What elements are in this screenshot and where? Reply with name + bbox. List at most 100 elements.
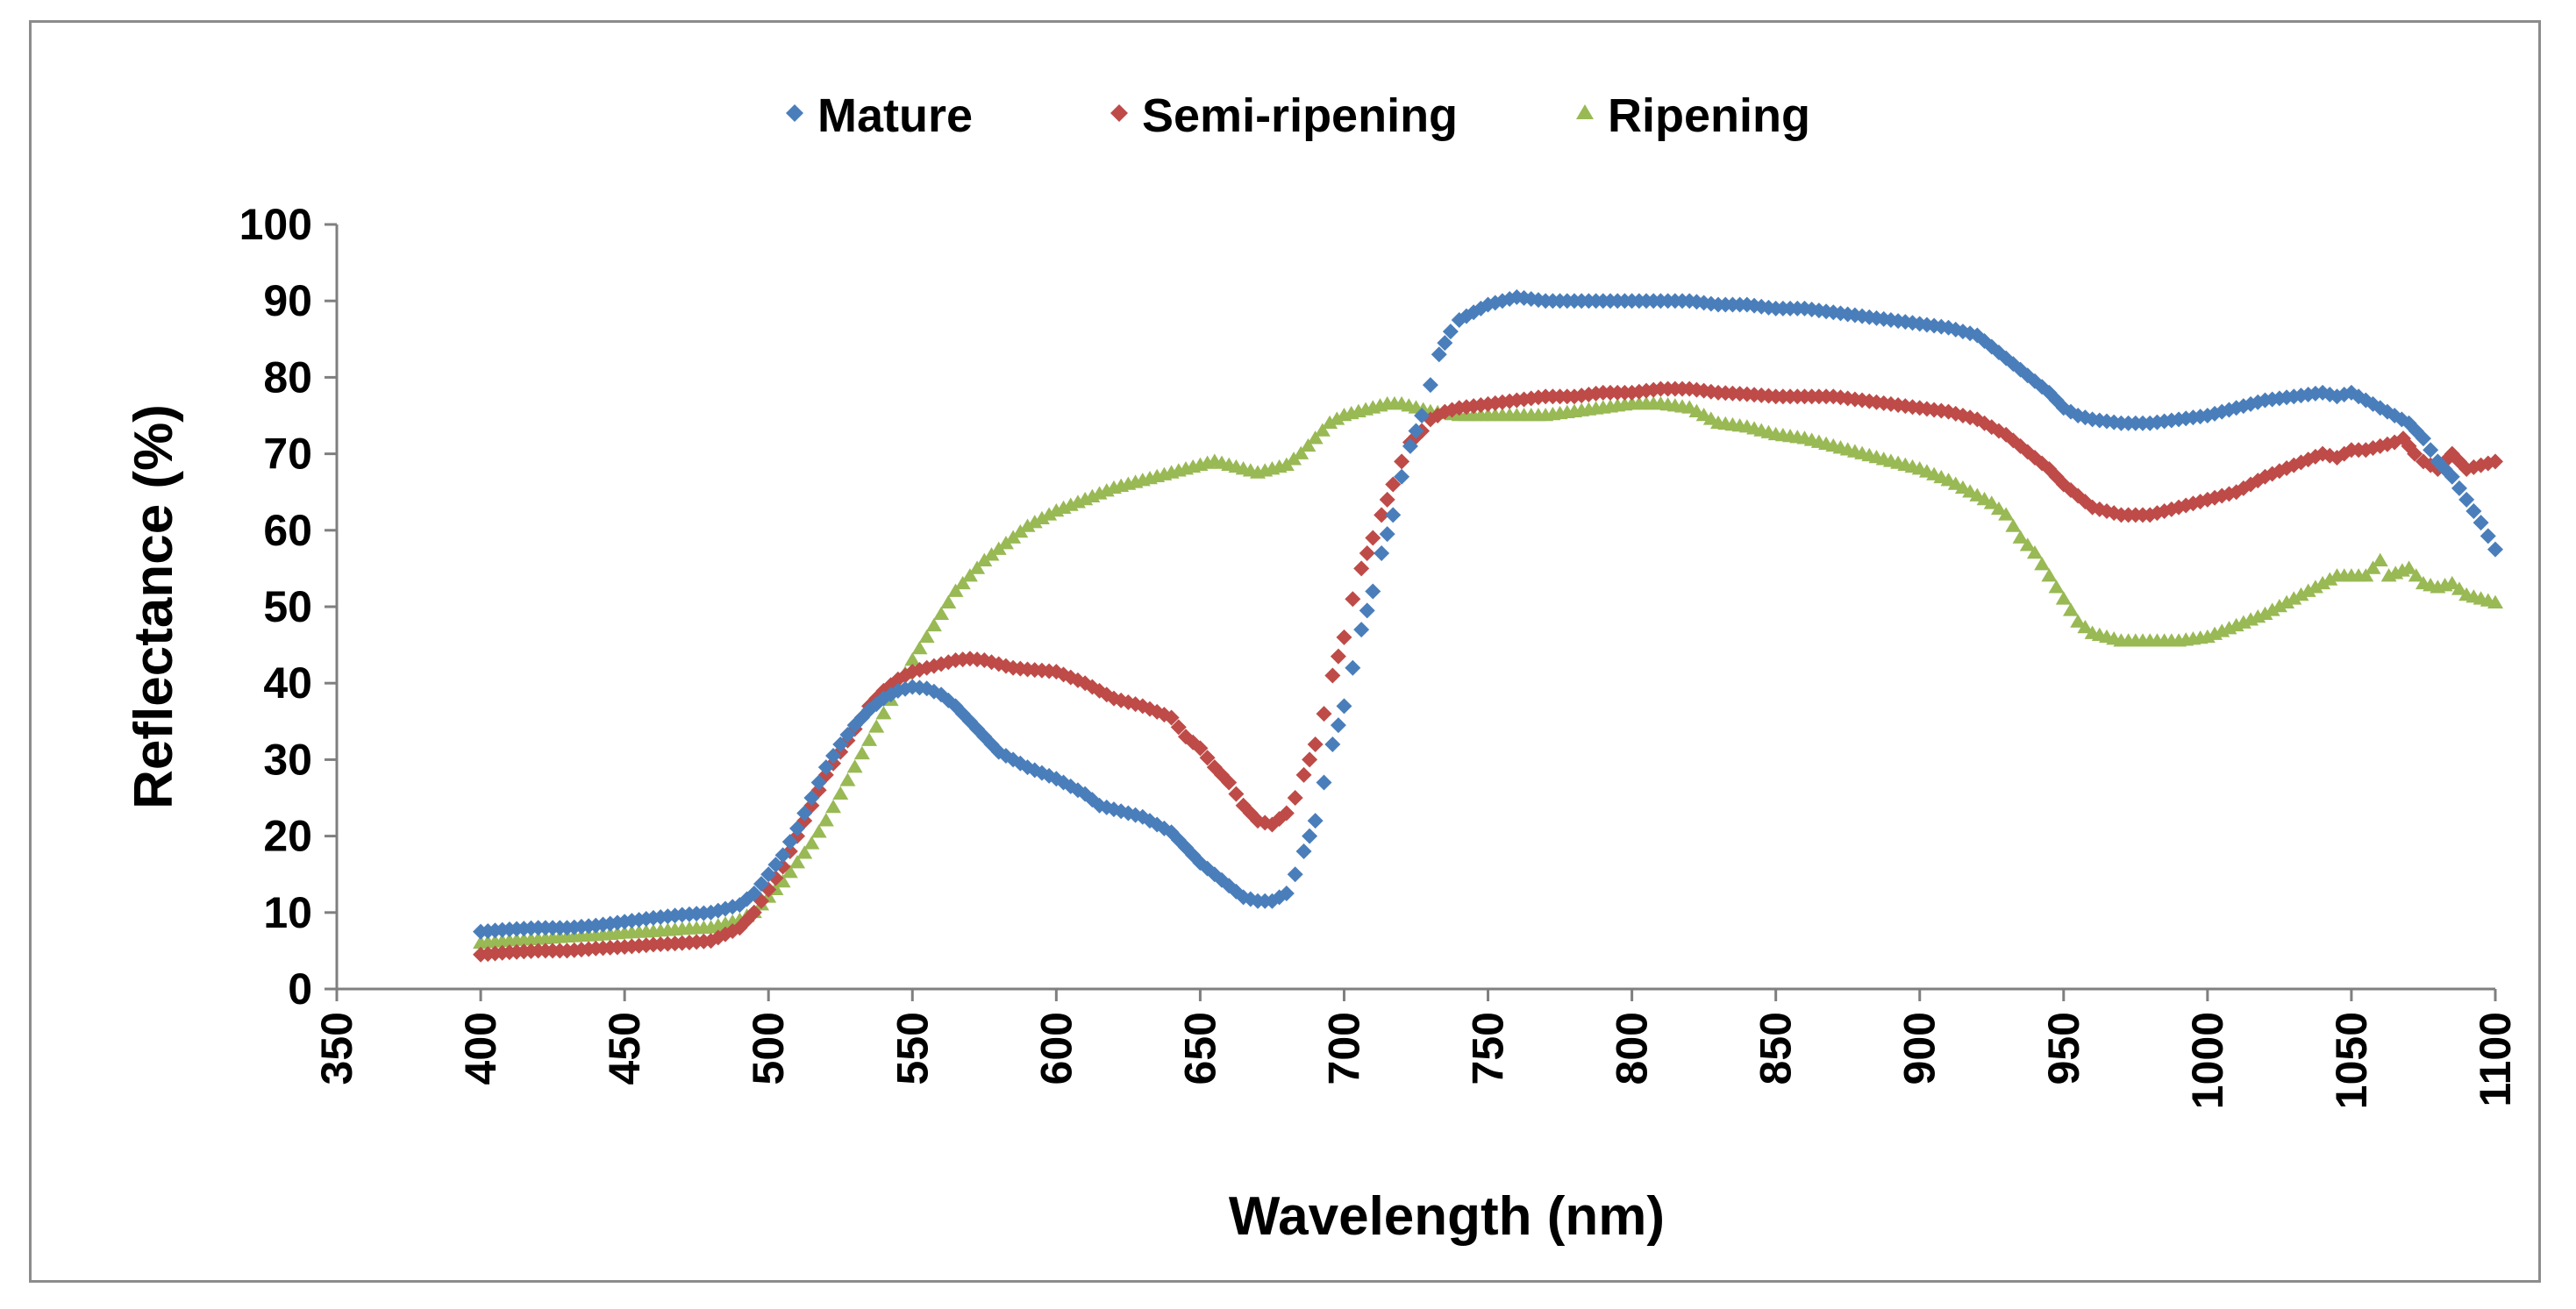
y-tick-label: 10 [263,888,312,937]
data-point [2401,560,2417,574]
data-point [2070,614,2087,628]
data-point [1818,303,1835,320]
legend: Mature Semi-ripening Ripening [786,89,1810,142]
data-point [1287,790,1303,806]
data-point [617,914,633,930]
data-point [2264,602,2280,616]
data-point [774,873,791,888]
data-point [2293,587,2309,601]
data-point [1192,740,1209,757]
data-point [2019,444,2036,460]
x-tick-label: 750 [1464,1012,1513,1085]
data-point [1990,501,2007,516]
data-point [781,834,798,850]
data-point [1336,629,1352,645]
data-point [2473,515,2489,531]
data-point [789,855,806,869]
data-point [2444,468,2460,485]
data-point [1442,324,1459,340]
data-point [1394,453,1410,470]
data-point [911,640,928,655]
data-point [1353,622,1370,638]
y-tick-label: 100 [239,200,312,249]
data-point [2271,463,2287,480]
data-point [817,813,834,827]
data-point [2408,568,2424,582]
data-point [2372,552,2388,566]
data-point [817,759,834,776]
x-axis-title: Wavelength (nm) [1229,1186,1665,1247]
data-point [810,774,827,791]
data-point [2444,575,2460,590]
legend-label: Semi-ripening [1142,89,1458,142]
x-tick-label: 700 [1319,1012,1368,1085]
data-point [1307,430,1324,445]
data-point [825,799,842,814]
data-point [1359,544,1375,561]
data-point [1431,346,1447,363]
data-point [767,857,784,873]
x-tick-label: 950 [2039,1012,2088,1085]
data-point [961,568,978,582]
legend-marker [786,104,803,122]
y-tick-label: 90 [263,276,312,325]
data-point [1228,786,1245,802]
data-point [1329,411,1345,425]
y-tick-label: 30 [263,735,312,784]
data-point [753,876,769,893]
x-tick-label: 850 [1752,1012,1801,1085]
data-point [2465,503,2482,519]
data-point [1422,377,1438,394]
data-point [2329,449,2345,466]
data-point [1345,659,1361,676]
x-tick-label: 450 [600,1012,649,1085]
data-point [2063,602,2080,616]
x-tick-label: 650 [1175,1012,1224,1085]
data-point [2005,518,2022,532]
data-point [1300,438,1317,452]
data-point [1228,883,1245,900]
data-point [2423,442,2439,459]
data-point [1998,507,2015,521]
chart-frame: Mature Semi-ripening Ripening 0 10 20 30 40 50 6… [29,20,2541,1283]
y-axis: 0 10 20 30 40 50 60 70 80 90 100 [239,200,337,1014]
data-point [2487,541,2503,558]
data-point [918,629,935,644]
data-point [825,748,842,765]
legend-label: Ripening [1608,89,1810,142]
data-point [1359,602,1375,619]
data-point [969,560,986,574]
data-point [2257,606,2273,621]
y-tick-label: 0 [288,964,312,1014]
data-point [2019,537,2036,551]
data-point [1379,491,1395,508]
data-point [1379,526,1395,543]
data-point [1336,698,1352,715]
y-tick-label: 40 [263,658,312,708]
data-point [1983,495,2000,509]
x-tick-label: 1000 [2183,1012,2232,1109]
data-point [853,745,870,760]
data-point [746,886,762,901]
data-point [2077,619,2094,634]
data-point [1302,828,1318,844]
data-point [2322,447,2338,464]
data-point [1307,813,1324,829]
series-semi-ripening [473,381,2503,963]
data-point [1365,530,1381,546]
data-point [2026,544,2043,559]
data-point [1402,438,1418,454]
data-point [1295,766,1312,783]
data-point [803,790,820,806]
data-point [882,687,899,703]
data-point [1322,415,1338,430]
data-point [2271,599,2287,613]
data-point [861,732,878,746]
data-point [2458,491,2475,508]
x-tick-label: 600 [1031,1012,1081,1085]
data-point [839,772,856,786]
data-point [2034,557,2051,571]
data-point [1163,709,1180,726]
data-point [1345,591,1361,608]
legend-marker [1576,104,1594,119]
